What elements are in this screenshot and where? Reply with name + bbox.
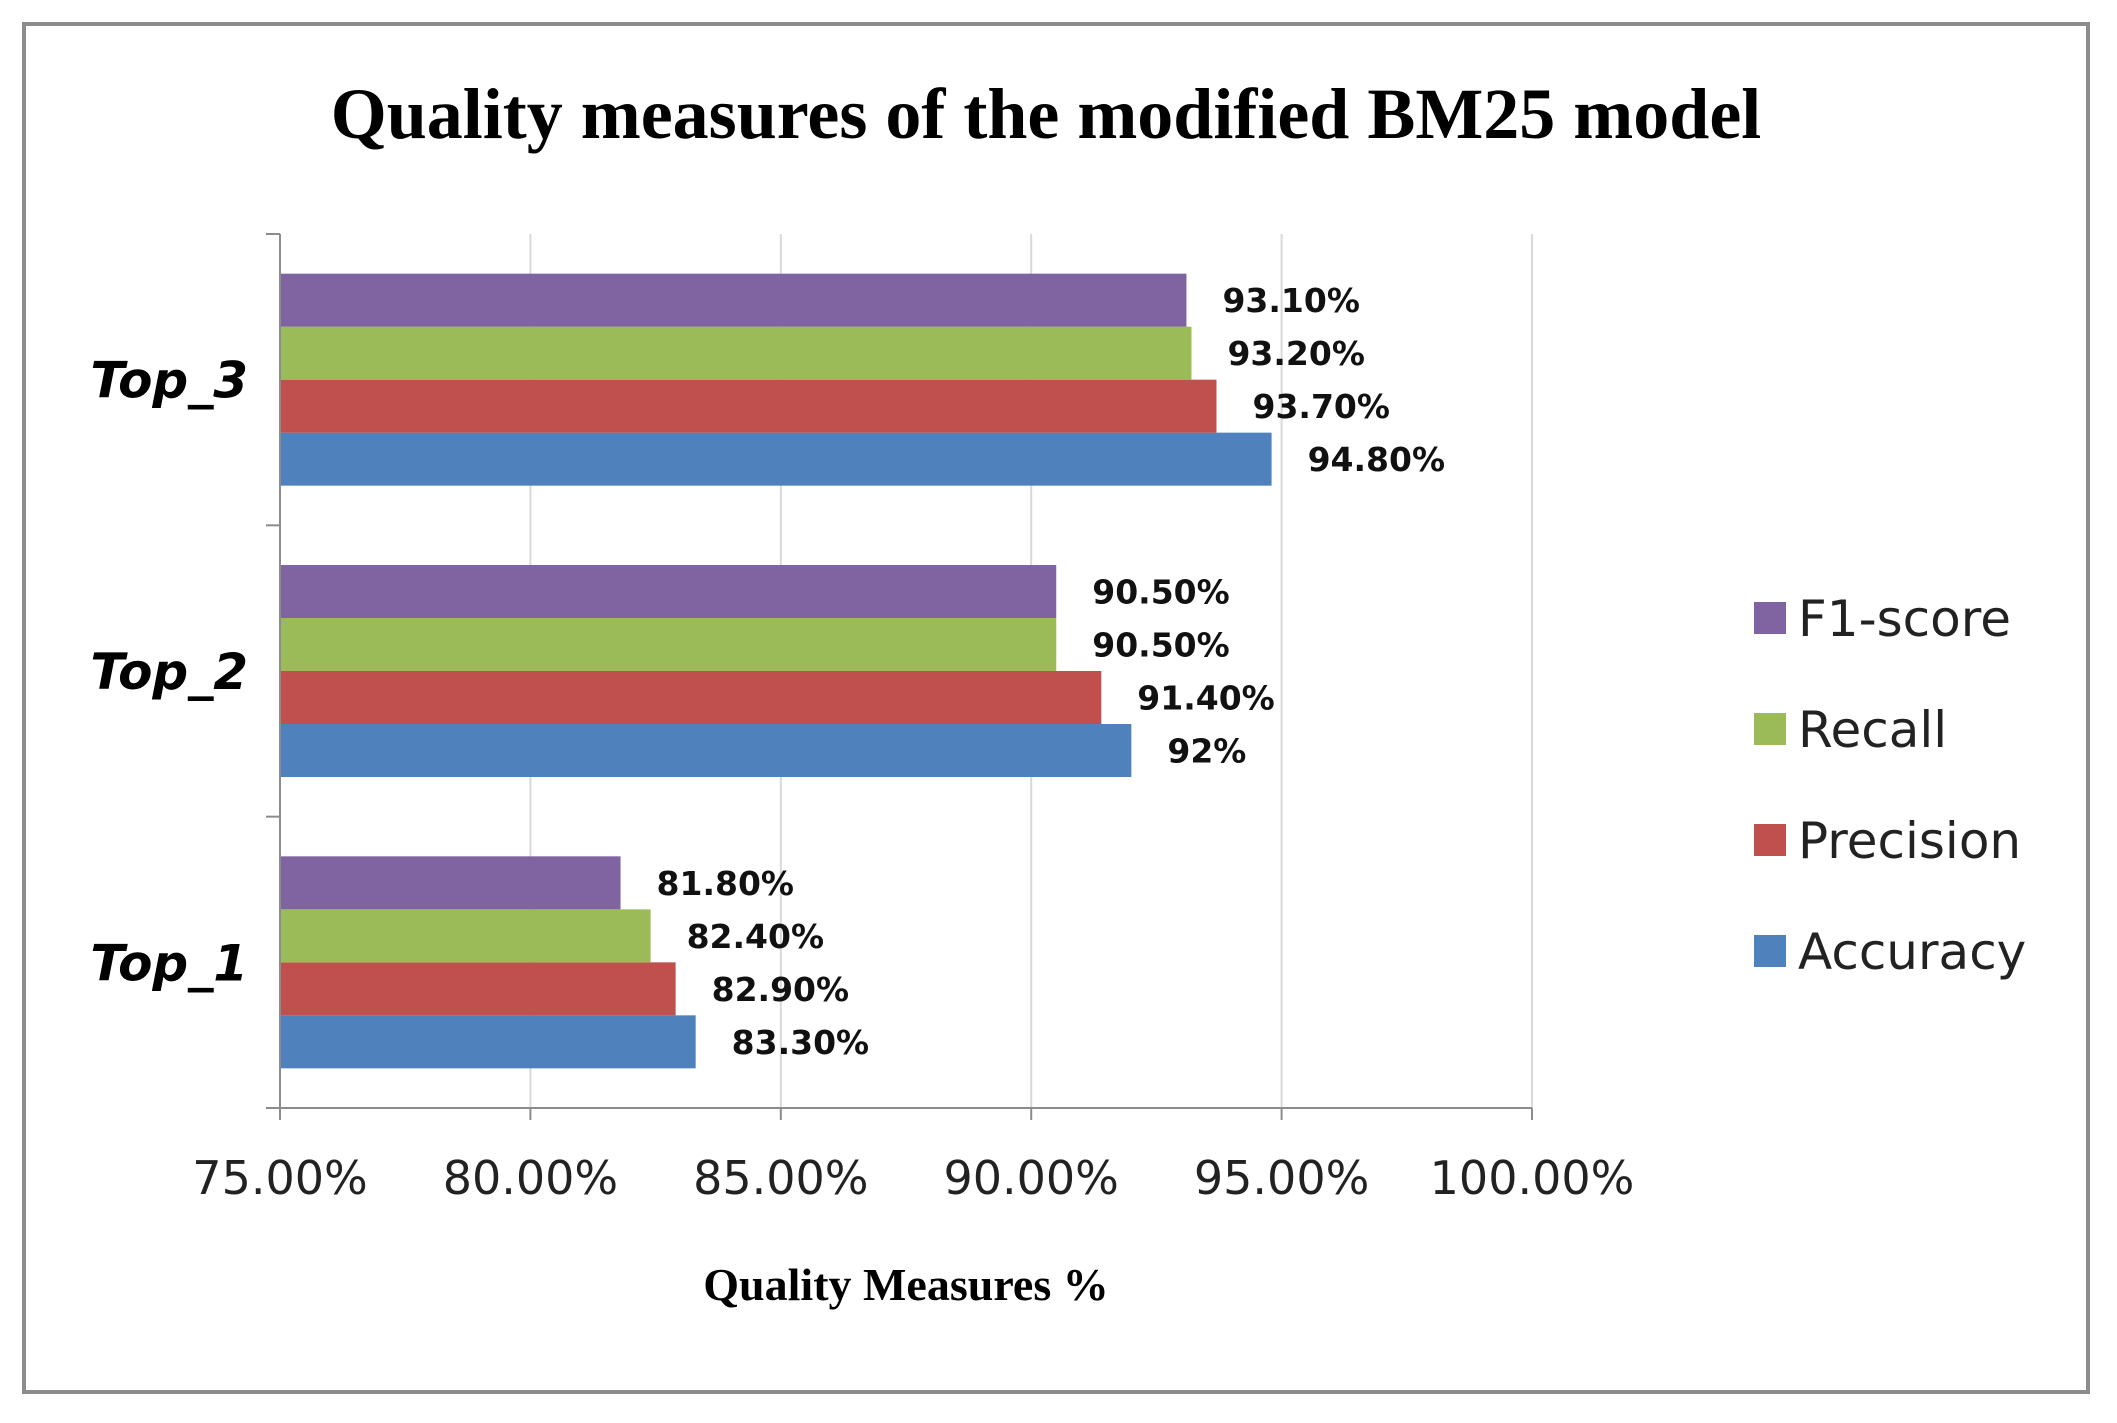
legend-swatch [1754,935,1786,967]
bar-f1-score-top_3 [280,273,1187,327]
data-label: 93.20% [1227,334,1364,373]
legend-label: F1-score [1798,590,2011,648]
bar-recall-top_2 [280,618,1057,671]
data-label: 92% [1167,732,1246,771]
bar-f1-score-top_1 [280,856,621,910]
bar-accuracy-top_2 [280,724,1132,777]
chart-svg: Quality measures of the modified BM25 mo… [90,74,2026,1310]
bar-precision-top_3 [280,379,1217,433]
x-tick-label: 100.00% [1430,1151,1635,1205]
x-tick-label: 80.00% [443,1151,618,1205]
chart-title: Quality measures of the modified BM25 mo… [331,74,1762,154]
axes-layer: 75.00% 80.00% 85.00% 90.00% 95.00% 100.00% [192,233,1635,1205]
data-label: 93.10% [1222,281,1359,320]
data-label: 91.40% [1137,679,1274,718]
legend-swatch [1754,602,1786,634]
x-tick-label: 75.00% [192,1151,367,1205]
bar-f1-score-top_2 [280,565,1057,618]
legend: F1-score Recall Precision Accuracy [1754,590,2026,981]
category-label: Top_2 [90,643,248,701]
data-label: 94.80% [1308,440,1445,479]
bar-precision-top_1 [280,962,676,1016]
legend-label: Recall [1798,701,1947,759]
category-label: Top_3 [90,352,248,410]
x-tick-label: 90.00% [943,1151,1118,1205]
data-label: 93.70% [1252,387,1389,426]
legend-label: Precision [1798,812,2021,870]
x-tick-label: 85.00% [693,1151,868,1205]
labels-layer: 83.30% 82.90% 82.40% 81.80% Top_1 92% 91.40% 90… [90,281,1445,1062]
bar-recall-top_3 [280,326,1192,380]
bar-accuracy-top_3 [280,432,1272,486]
data-label: 90.50% [1092,626,1229,665]
bar-precision-top_2 [280,671,1102,724]
data-label: 90.50% [1092,573,1229,612]
x-axis-title: Quality Measures % [703,1259,1108,1310]
data-label: 83.30% [732,1023,869,1062]
bars-layer [280,273,1272,1069]
data-label: 82.40% [687,917,824,956]
legend-swatch [1754,824,1786,856]
data-label: 81.80% [657,864,794,903]
legend-swatch [1754,713,1786,745]
data-label: 82.90% [712,970,849,1009]
chart-frame: Quality measures of the modified BM25 mo… [22,22,2090,1394]
bar-accuracy-top_1 [280,1015,696,1069]
x-tick-label: 95.00% [1194,1151,1369,1205]
legend-label: Accuracy [1798,923,2026,981]
bar-recall-top_1 [280,909,651,963]
category-label: Top_1 [90,934,248,992]
